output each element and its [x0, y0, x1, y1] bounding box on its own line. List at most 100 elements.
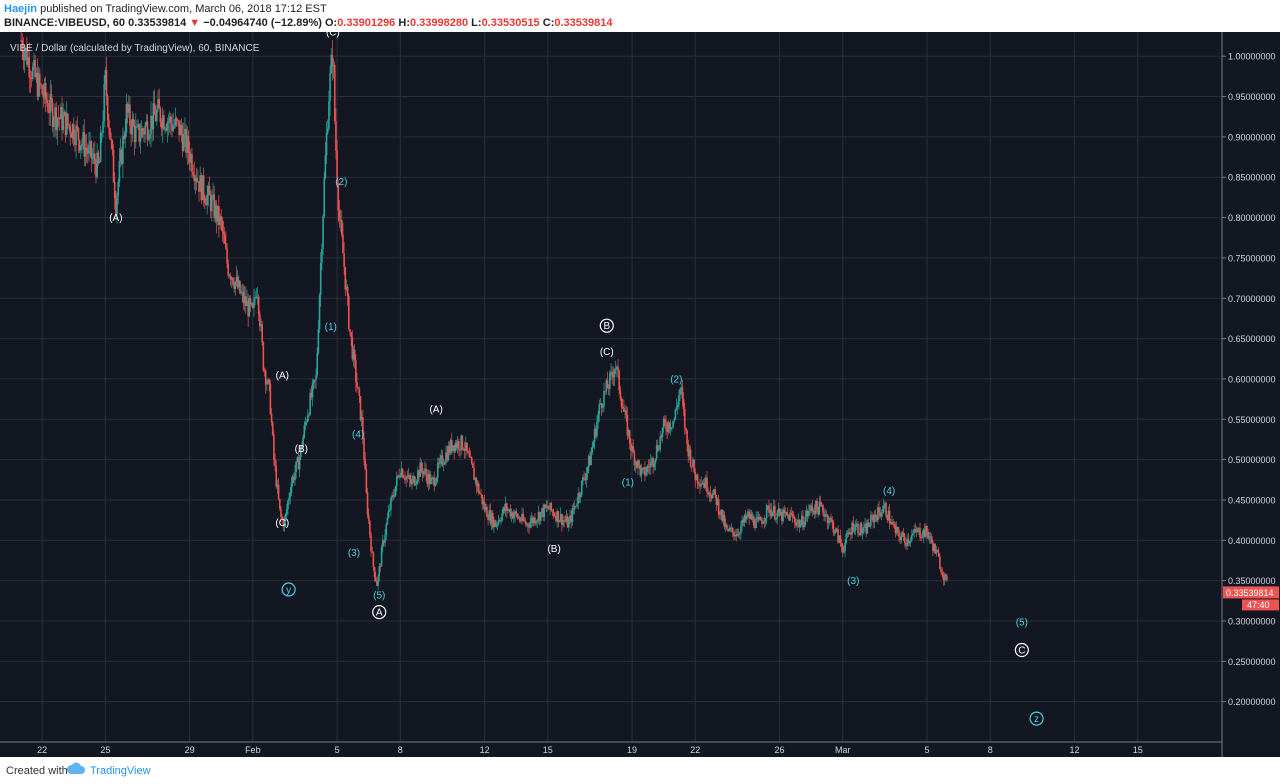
candle-body — [703, 483, 706, 488]
candle-body — [71, 124, 74, 138]
candle-body — [323, 178, 326, 217]
candle-body — [563, 519, 565, 521]
candle-body — [68, 124, 70, 126]
candle-body — [488, 510, 491, 520]
candle-body — [894, 525, 897, 534]
candle-body — [611, 371, 613, 376]
candle-body — [545, 506, 548, 508]
time-axis-background — [0, 742, 1222, 757]
candle-body — [551, 510, 554, 512]
candle-body — [816, 500, 818, 508]
candle-body — [582, 477, 584, 481]
candle-body — [877, 507, 879, 521]
candle-body — [552, 511, 555, 516]
candle-body — [425, 468, 427, 476]
candle-body — [333, 64, 336, 122]
candle-body — [301, 445, 303, 448]
candle-body — [541, 508, 543, 513]
candle-body — [564, 520, 567, 522]
candle-body — [538, 512, 541, 521]
wave-circle — [1014, 642, 1029, 658]
candle-body — [318, 294, 321, 330]
candle-body — [543, 504, 546, 517]
candle-body — [665, 422, 667, 430]
candle-body — [371, 551, 374, 553]
candle-body — [398, 475, 400, 478]
candle-body — [173, 125, 176, 127]
candle-body — [392, 495, 395, 497]
candle-body — [628, 430, 631, 444]
candle-body — [245, 296, 247, 306]
candle-body — [911, 535, 913, 541]
candle-body — [847, 533, 850, 535]
candle-body — [602, 406, 604, 409]
candle-body — [101, 132, 103, 134]
candle-body — [317, 329, 320, 353]
candle-body — [180, 124, 183, 135]
candle-body — [926, 525, 928, 532]
candle-body — [923, 529, 926, 537]
candle-body — [878, 507, 880, 513]
candle-body — [517, 517, 520, 519]
candle-body — [67, 113, 69, 125]
y-tick-label: 0.70000000 — [1228, 294, 1276, 304]
candle-body — [373, 567, 376, 577]
candle-body — [509, 509, 512, 517]
candle-body — [298, 457, 301, 470]
candle-body — [174, 117, 177, 126]
candle-body — [495, 524, 498, 527]
candle-body — [534, 517, 536, 524]
candle-body — [713, 489, 715, 494]
candle-body — [777, 508, 780, 513]
author-link[interactable]: Haejin — [4, 3, 38, 15]
candle-body — [548, 508, 550, 510]
candle-body — [60, 107, 62, 119]
tradingview-brand[interactable]: TradingView — [90, 765, 151, 777]
candle-body — [171, 123, 173, 131]
x-tick-label: 5 — [925, 745, 930, 755]
candle-body — [99, 132, 102, 162]
candle-body — [644, 467, 646, 476]
candle-body — [479, 492, 481, 494]
candle-body — [934, 544, 937, 554]
candle-body — [390, 497, 392, 510]
candle-body — [34, 59, 36, 78]
candle-body — [937, 552, 940, 557]
candle-body — [678, 395, 680, 406]
y-tick-label: 0.60000000 — [1228, 374, 1276, 384]
candle-body — [529, 522, 532, 528]
wave-label: (3) — [847, 576, 859, 587]
candle-body — [649, 461, 652, 468]
candle-body — [592, 441, 595, 448]
countdown-tag — [1242, 599, 1279, 611]
candle-body — [886, 515, 889, 521]
candle-body — [451, 440, 453, 452]
candle-body — [858, 533, 860, 536]
candle-body — [680, 387, 683, 389]
candle-body — [623, 407, 625, 412]
candle-body — [319, 262, 322, 295]
candle-body — [920, 537, 922, 539]
candle-body — [779, 511, 782, 516]
candle-body — [404, 477, 406, 480]
candle-body — [132, 118, 135, 126]
candle-body — [786, 514, 789, 516]
candle-body — [462, 448, 465, 450]
candles — [20, 32, 948, 591]
candle-body — [914, 529, 917, 531]
candle-body — [79, 145, 82, 151]
y-tick-label: 0.40000000 — [1228, 536, 1276, 546]
candle-body — [742, 519, 745, 523]
candle-body — [730, 527, 733, 530]
low-label: L: — [471, 17, 482, 29]
candle-body — [154, 114, 157, 122]
candle-body — [493, 520, 495, 528]
candle-body — [521, 513, 523, 522]
candle-body — [53, 122, 55, 127]
candle-body — [448, 446, 451, 453]
price-chart[interactable]: 1.00000000 0.95000000 0.90000000 0.85000000… — [0, 32, 1280, 757]
candle-body — [660, 436, 663, 438]
candle-body — [586, 467, 589, 473]
candle-body — [865, 524, 867, 534]
candle-body — [831, 519, 834, 522]
